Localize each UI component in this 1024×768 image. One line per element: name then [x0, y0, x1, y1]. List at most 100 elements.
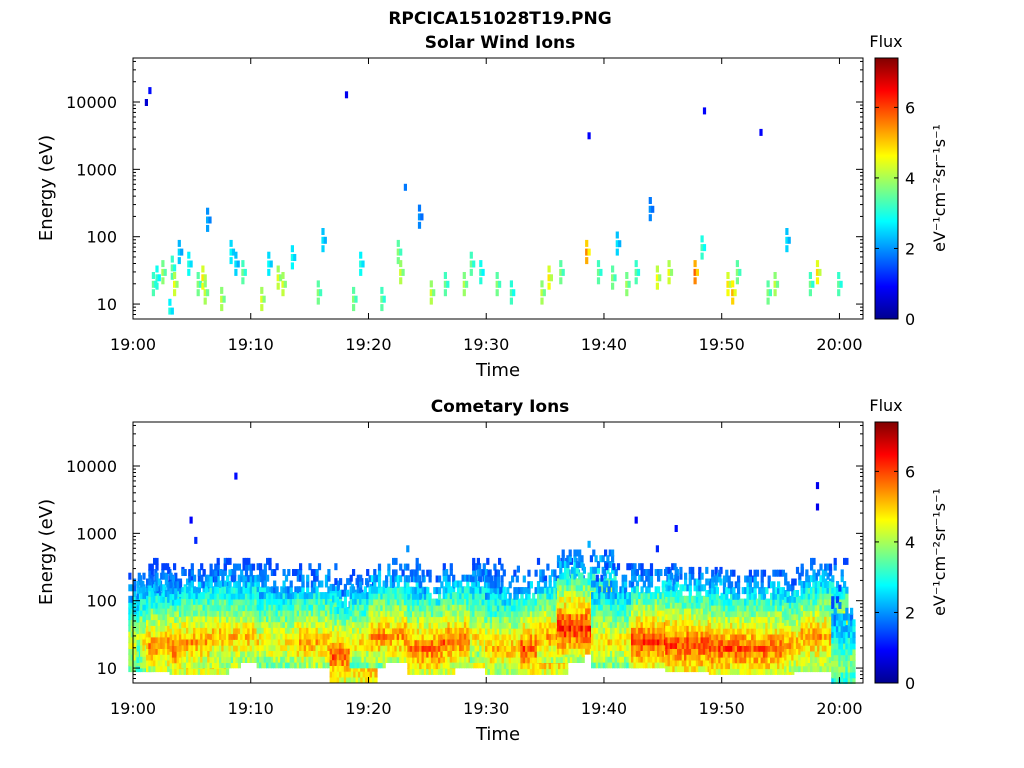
heatmap-cell [366, 649, 370, 657]
heatmap-cell [485, 615, 489, 623]
heatmap-cell [228, 644, 232, 652]
heatmap-cell [787, 236, 791, 244]
heatmap-cell [235, 650, 239, 658]
heatmap-cell [204, 638, 208, 646]
heatmap-cell [233, 598, 237, 606]
heatmap-cell [368, 615, 372, 623]
heatmap-cell [235, 604, 239, 612]
heatmap-cell [282, 592, 286, 600]
heatmap-cell [365, 676, 369, 684]
heatmap-cell [306, 615, 310, 623]
heatmap-cell [452, 649, 456, 657]
x-tick-label: 19:00 [110, 335, 156, 354]
heatmap-cell [332, 653, 336, 661]
heatmap-cell [315, 632, 319, 640]
x-ticks: 19:00 19:10 19:20 19:30 19:40 19:50 20:00 [110, 58, 863, 354]
heatmap-cell [334, 630, 338, 638]
heatmap-cell [361, 649, 365, 657]
heatmap-cell [489, 621, 493, 629]
heatmap-cell [223, 563, 227, 571]
heatmap-cell [242, 621, 246, 629]
heatmap-cell [313, 632, 317, 640]
heatmap-cell [130, 607, 134, 615]
heatmap-cell [363, 609, 367, 617]
heatmap-cell [133, 630, 137, 638]
heatmap-cell [287, 620, 291, 628]
heatmap-cell [256, 603, 260, 611]
heatmap-cell [251, 575, 256, 583]
heatmap-cell [349, 620, 353, 628]
heatmap-cell [136, 604, 140, 612]
heatmap-cell [188, 569, 192, 576]
heatmap-cell [380, 638, 384, 646]
heatmap-cell [209, 667, 213, 675]
heatmap-cell [268, 603, 272, 611]
heatmap-cell [289, 649, 293, 657]
heatmap-cell [423, 615, 427, 623]
heatmap-cell [282, 609, 286, 617]
heatmap-cell [261, 586, 265, 594]
heatmap-cell [700, 244, 704, 252]
heatmap-cell [133, 601, 137, 609]
heatmap-cell [287, 609, 291, 617]
heatmap-cell [445, 649, 449, 657]
heatmap-cell [327, 661, 331, 669]
heatmap-cell [226, 604, 230, 612]
heatmap-cell [387, 598, 391, 606]
heatmap-cell [136, 644, 140, 652]
heatmap-cell [230, 575, 234, 583]
heatmap-cell [282, 615, 286, 623]
heatmap-cell [487, 639, 491, 646]
heatmap-cell [726, 289, 730, 297]
heatmap-cell [407, 656, 411, 664]
heatmap-cell [320, 615, 324, 623]
heatmap-cell [419, 627, 423, 635]
heatmap-cell [409, 621, 413, 629]
heatmap-cell [313, 603, 317, 611]
heatmap-cell [452, 615, 456, 623]
heatmap-cell [259, 644, 263, 651]
heatmap-cell [385, 638, 389, 646]
heatmap-cell [173, 289, 177, 297]
heatmap-cell [356, 597, 360, 605]
heatmap-cell [481, 621, 485, 629]
heatmap-cell [476, 586, 480, 594]
heatmap-cell [540, 297, 544, 305]
heatmap-cell [242, 557, 246, 565]
heatmap-cell [423, 650, 427, 658]
heatmap-cell [244, 650, 249, 658]
heatmap-cell [494, 581, 498, 589]
heatmap-cell [247, 627, 251, 635]
heatmap-cell [426, 650, 430, 658]
heatmap-cell [403, 650, 407, 658]
heatmap-cell [399, 650, 403, 658]
heatmap-cell [368, 632, 372, 640]
heatmap-cell [349, 586, 353, 594]
heatmap-cell [414, 575, 418, 583]
heatmap-cell [230, 592, 234, 600]
heatmap-cell [394, 638, 398, 646]
heatmap-cell [254, 627, 258, 635]
heatmap-cell [171, 621, 176, 629]
heatmap-cell [234, 260, 238, 268]
heatmap-cell [282, 644, 286, 651]
heatmap-cell [509, 297, 513, 305]
heatmap-cell [489, 598, 493, 606]
heatmap-cell [341, 664, 345, 672]
heatmap-cell [259, 597, 263, 605]
heatmap-cell [399, 563, 403, 571]
heatmap-cell [368, 621, 372, 629]
heatmap-cell [449, 632, 453, 640]
heatmap-cell [775, 280, 780, 288]
heatmap-cell [442, 632, 446, 640]
heatmap-cell [327, 586, 331, 594]
heatmap-cell [494, 604, 498, 612]
heatmap-cell [296, 655, 300, 663]
heatmap-cell [176, 662, 180, 670]
heatmap-cell [251, 592, 256, 600]
heatmap-cell [190, 569, 194, 576]
heatmap-cell [275, 649, 279, 657]
heatmap-cell [416, 627, 420, 635]
heatmap-cell [171, 615, 176, 623]
heatmap-cell [306, 574, 310, 582]
